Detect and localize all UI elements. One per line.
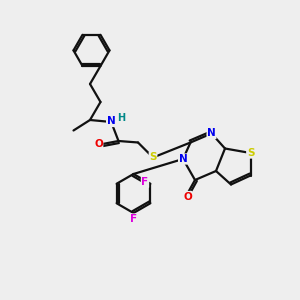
Text: N: N: [178, 154, 188, 164]
Text: N: N: [106, 116, 116, 127]
Text: F: F: [130, 214, 137, 224]
Text: O: O: [94, 139, 103, 149]
Text: F: F: [141, 177, 148, 187]
Text: S: S: [149, 152, 157, 163]
Text: O: O: [183, 191, 192, 202]
Text: N: N: [207, 128, 216, 139]
Text: S: S: [247, 148, 254, 158]
Text: H: H: [117, 112, 125, 123]
